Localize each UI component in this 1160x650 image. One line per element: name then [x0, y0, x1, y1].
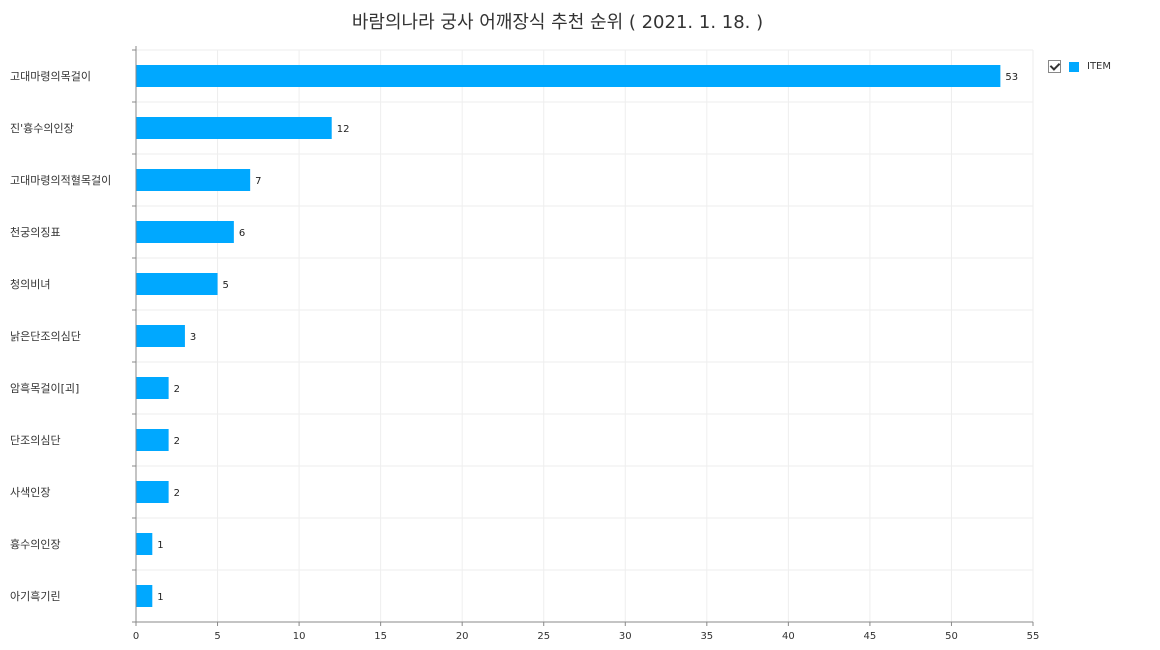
bar	[136, 169, 251, 191]
category-label: 아기흑기린	[10, 589, 61, 603]
category-label: 낡은단조의심단	[10, 330, 81, 343]
category-label: 천궁의징표	[10, 225, 61, 239]
grid-lines	[135, 49, 1034, 623]
bar	[136, 533, 153, 555]
bar	[136, 481, 169, 503]
data-label: 6	[239, 228, 245, 239]
x-tick-label: 50	[945, 631, 958, 642]
bar	[136, 273, 218, 295]
data-label: 5	[223, 280, 229, 291]
category-label: 고대마령의적혈목걸이	[10, 173, 111, 187]
x-tick-label: 5	[214, 631, 220, 642]
category-label: 흉수의인장	[10, 537, 61, 551]
data-label: 1	[157, 592, 163, 603]
legend-item-label[interactable]: ITEM	[1087, 61, 1112, 72]
legend-swatch	[1069, 61, 1079, 72]
x-tick-label: 25	[537, 631, 550, 642]
bar	[136, 65, 1001, 87]
legend[interactable]: ITEM	[1048, 60, 1111, 73]
legend-checkbox[interactable]	[1048, 60, 1061, 73]
x-tick-label: 35	[700, 631, 713, 642]
x-tick-label: 0	[133, 631, 139, 642]
bar	[136, 429, 169, 451]
data-label: 2	[174, 384, 180, 395]
axes-group	[132, 46, 1034, 626]
bar	[136, 325, 185, 347]
category-label: 단조의심단	[10, 434, 61, 447]
data-label: 2	[174, 488, 180, 499]
x-tick-label: 55	[1027, 631, 1040, 642]
data-label: 3	[190, 332, 196, 343]
labels-group: 53고대마령의목걸이12진'흉수의인장7고대마령의적혈목걸이6천궁의징표5청의비…	[10, 70, 1039, 642]
category-label: 고대마령의목걸이	[10, 70, 91, 83]
category-label: 청의비녀	[10, 278, 50, 291]
data-label: 1	[157, 540, 163, 551]
bar	[136, 377, 169, 399]
chart-title: 바람의나라 궁사 어깨장식 추천 순위 ( 2021. 1. 18. )	[351, 12, 764, 33]
category-label: 진'흉수의인장	[10, 121, 74, 135]
category-label: 사색인장	[10, 486, 50, 499]
category-label: 암흑목걸이[괴]	[10, 381, 79, 395]
x-tick-label: 10	[293, 631, 306, 642]
data-label: 2	[174, 436, 180, 447]
data-label: 12	[337, 124, 350, 135]
bar	[136, 221, 234, 243]
x-tick-label: 40	[782, 631, 795, 642]
x-tick-label: 45	[864, 631, 877, 642]
data-label: 7	[255, 176, 261, 187]
x-tick-label: 30	[619, 631, 632, 642]
bar	[136, 117, 332, 139]
x-tick-label: 20	[456, 631, 469, 642]
bar	[136, 585, 153, 607]
x-tick-label: 15	[374, 631, 387, 642]
data-label: 53	[1005, 72, 1018, 83]
bars-group	[136, 65, 1001, 607]
